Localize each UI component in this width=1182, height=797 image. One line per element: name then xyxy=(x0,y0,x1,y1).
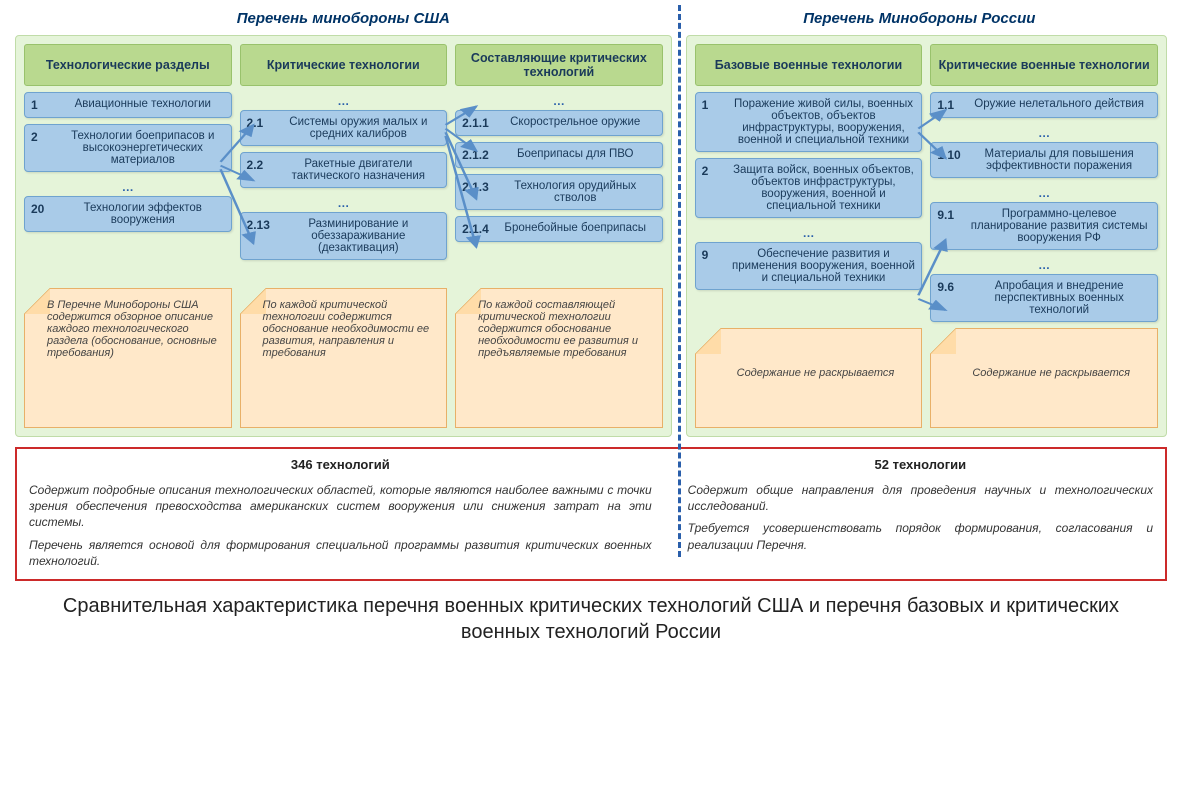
russia-panel: Базовые военные технологии 1 Поражение жи… xyxy=(686,35,1167,437)
item-text: Программно-целевое планирование развития… xyxy=(967,208,1151,244)
item-box: 2.1.1 Скорострельное оружие xyxy=(455,110,663,136)
item-box: 2.13 Разминирование и обеззараживание (де… xyxy=(240,212,448,260)
usa-count: 346 технологий xyxy=(29,457,652,472)
item-text: Системы оружия малых и средних калибров xyxy=(277,116,441,140)
item-text: Обеспечение развития и применения вооруж… xyxy=(732,248,916,284)
item-box: 2.1.2 Боеприпасы для ПВО xyxy=(455,142,663,168)
rus-count: 52 технологии xyxy=(688,457,1153,472)
note-box: Содержание не раскрывается xyxy=(930,328,1158,428)
ellipsis: … xyxy=(930,126,1158,140)
usa-col-2: Критические технологии … 2.1 Системы оруж… xyxy=(240,44,448,428)
ellipsis: … xyxy=(695,226,923,240)
item-box: 2.1.4 Бронебойные боеприпасы xyxy=(455,216,663,242)
usa-col-1: Технологические разделы 1 Авиационные тех… xyxy=(24,44,232,428)
rus-desc2: Требуется усовершенствовать порядок форм… xyxy=(688,520,1153,552)
item-num: 1.1 xyxy=(937,98,961,112)
item-num: 9.1 xyxy=(937,208,961,222)
item-box: 9 Обеспечение развития и применения воору… xyxy=(695,242,923,290)
usa-col-3: Составляющие критических технологий … 2.… xyxy=(455,44,663,428)
item-text: Разминирование и обеззараживание (дезакт… xyxy=(277,218,441,254)
summary-russia: 52 технологии Содержит общие направления… xyxy=(670,457,1153,569)
item-text: Боеприпасы для ПВО xyxy=(495,148,656,160)
item-num: 20 xyxy=(31,202,55,216)
ellipsis: … xyxy=(240,196,448,210)
item-box: 2.1 Системы оружия малых и средних калибр… xyxy=(240,110,448,146)
ellipsis: … xyxy=(240,94,448,108)
main-row: Технологические разделы 1 Авиационные тех… xyxy=(15,35,1167,437)
top-titles: Перечень минобороны США Перечень Минобор… xyxy=(15,10,1167,27)
item-text: Бронебойные боеприпасы xyxy=(495,222,656,234)
note-text: Содержание не раскрывается xyxy=(939,339,1149,379)
item-box: 9.6 Апробация и внедрение перспективных в… xyxy=(930,274,1158,322)
ellipsis: … xyxy=(455,94,663,108)
item-num: 2.1.3 xyxy=(462,180,489,194)
note-box: По каждой составляющей критической техно… xyxy=(455,288,663,428)
note-box: В Перечне Минобороны США содержится обзо… xyxy=(24,288,232,428)
item-box: 1 Авиационные технологии xyxy=(24,92,232,118)
usa-desc2: Перечень является основой для формирован… xyxy=(29,537,652,569)
item-box: 2.1.3 Технология орудийных стволов xyxy=(455,174,663,210)
col-header: Критические военные технологии xyxy=(930,44,1158,86)
item-text: Защита войск, военных объектов, объектов… xyxy=(732,164,916,212)
russia-col-1: Базовые военные технологии 1 Поражение жи… xyxy=(695,44,923,428)
item-text: Оружие нелетального действия xyxy=(967,98,1151,110)
item-num: 2.1 xyxy=(247,116,271,130)
item-num: 2.1.1 xyxy=(462,116,489,130)
note-text: Содержание не раскрывается xyxy=(704,339,914,379)
summary-row: 346 технологий Содержит подробные описан… xyxy=(15,447,1167,581)
usa-panel: Технологические разделы 1 Авиационные тех… xyxy=(15,35,672,437)
caption: Сравнительная характеристика перечня вое… xyxy=(15,593,1167,645)
item-box: 1.1 Оружие нелетального действия xyxy=(930,92,1158,118)
center-divider xyxy=(678,5,681,557)
item-box: 1 Поражение живой силы, военных объектов,… xyxy=(695,92,923,152)
note-text: В Перечне Минобороны США содержится обзо… xyxy=(33,299,223,359)
col-header: Базовые военные технологии xyxy=(695,44,923,86)
item-text: Авиационные технологии xyxy=(61,98,225,110)
item-box: 2.2 Ракетные двигатели тактического назна… xyxy=(240,152,448,188)
item-box: 1.10 Материалы для повышения эффективност… xyxy=(930,142,1158,178)
usa-desc1: Содержит подробные описания технологичес… xyxy=(29,482,652,531)
item-box: 9.1 Программно-целевое планирование разви… xyxy=(930,202,1158,250)
ellipsis: … xyxy=(930,258,1158,272)
item-box: 20 Технологии эффектов вооружения xyxy=(24,196,232,232)
russia-col-2: Критические военные технологии 1.1 Оружие… xyxy=(930,44,1158,428)
note-box: По каждой критической технологии содержи… xyxy=(240,288,448,428)
item-text: Технологии боеприпасов и высокоэнергетич… xyxy=(61,130,225,166)
note-text: По каждой критической технологии содержи… xyxy=(249,299,439,359)
item-text: Апробация и внедрение перспективных воен… xyxy=(967,280,1151,316)
col-header: Технологические разделы xyxy=(24,44,232,86)
item-num: 9 xyxy=(702,248,726,262)
item-box: 2 Защита войск, военных объектов, объекто… xyxy=(695,158,923,218)
item-num: 2 xyxy=(702,164,726,178)
item-text: Технологии эффектов вооружения xyxy=(61,202,225,226)
item-box: 2 Технологии боеприпасов и высокоэнергети… xyxy=(24,124,232,172)
item-num: 1.10 xyxy=(937,148,961,162)
ellipsis: … xyxy=(930,186,1158,200)
col-header: Критические технологии xyxy=(240,44,448,86)
item-num: 2.1.2 xyxy=(462,148,489,162)
note-box: Содержание не раскрывается xyxy=(695,328,923,428)
item-num: 2 xyxy=(31,130,55,144)
ellipsis: … xyxy=(24,180,232,194)
item-num: 2.13 xyxy=(247,218,271,232)
item-num: 9.6 xyxy=(937,280,961,294)
col-header: Составляющие критических технологий xyxy=(455,44,663,86)
note-text: По каждой составляющей критической техно… xyxy=(464,299,654,359)
usa-title: Перечень минобороны США xyxy=(15,10,672,27)
item-text: Скорострельное оружие xyxy=(495,116,656,128)
rus-desc1: Содержит общие направления для проведени… xyxy=(688,482,1153,514)
item-text: Ракетные двигатели тактического назначен… xyxy=(277,158,441,182)
item-num: 2.1.4 xyxy=(462,222,489,236)
item-num: 1 xyxy=(31,98,55,112)
item-text: Поражение живой силы, военных объектов, … xyxy=(732,98,916,146)
item-text: Материалы для повышения эффективности по… xyxy=(967,148,1151,172)
item-num: 2.2 xyxy=(247,158,271,172)
russia-title: Перечень Минобороны России xyxy=(672,10,1167,27)
summary-usa: 346 технологий Содержит подробные описан… xyxy=(29,457,670,569)
item-text: Технология орудийных стволов xyxy=(495,180,656,204)
item-num: 1 xyxy=(702,98,726,112)
